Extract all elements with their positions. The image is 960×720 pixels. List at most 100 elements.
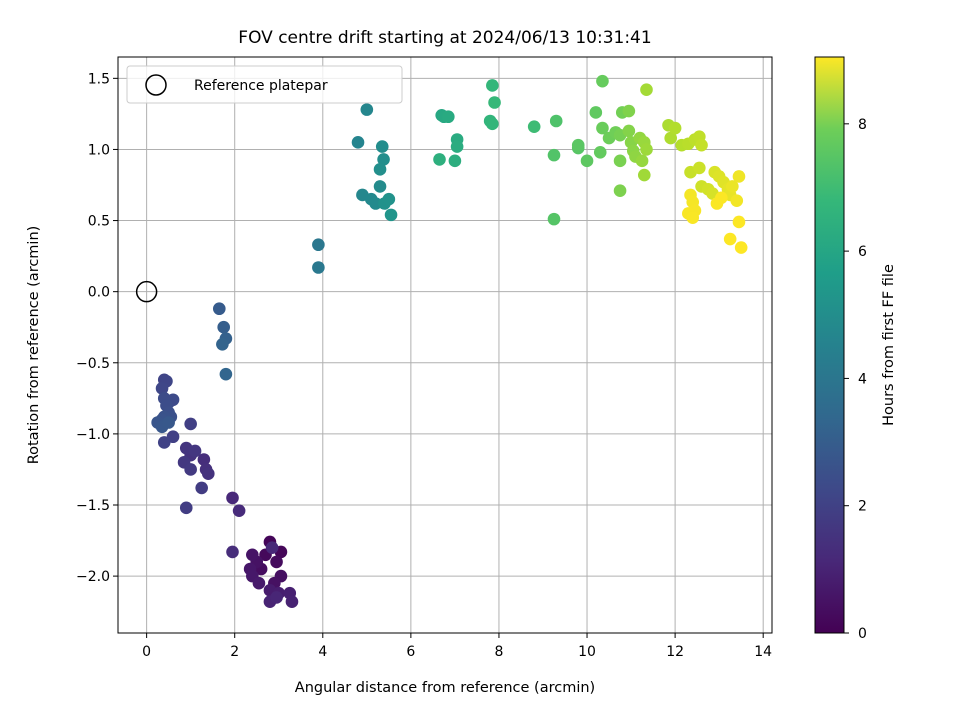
data-point <box>547 212 561 226</box>
x-axis-ticks: 0 2 4 6 8 10 12 14 <box>142 633 772 660</box>
data-points <box>151 74 748 609</box>
data-point <box>184 463 197 476</box>
y-tick-label: 1.5 <box>88 71 110 87</box>
data-point <box>270 555 283 569</box>
data-point <box>312 238 325 252</box>
data-point <box>226 545 239 559</box>
data-point <box>664 131 678 145</box>
data-point <box>486 79 499 92</box>
data-point <box>195 481 208 495</box>
data-point <box>695 138 708 152</box>
legend: Reference platepar <box>126 65 403 104</box>
data-point <box>369 197 382 210</box>
data-point <box>589 106 603 119</box>
data-point <box>212 302 226 316</box>
plot-frame <box>117 56 773 634</box>
y-axis-label: Rotation from reference (arcmin) <box>26 226 42 465</box>
data-point <box>527 120 541 133</box>
colorbar-tick-label: 8 <box>858 117 867 133</box>
data-point <box>217 320 230 334</box>
data-point <box>637 168 651 182</box>
grid-lines <box>118 57 772 633</box>
legend-entry: Reference platepar <box>194 78 328 94</box>
data-point <box>285 595 299 609</box>
data-point <box>486 117 499 131</box>
data-point <box>270 591 283 604</box>
data-point <box>442 110 455 124</box>
data-point <box>179 501 193 515</box>
x-tick-label: 14 <box>754 644 772 660</box>
data-point <box>360 103 374 116</box>
colorbar-label: Hours from first FF file <box>881 264 897 426</box>
data-point <box>216 337 229 351</box>
data-point <box>732 170 746 183</box>
x-tick-label: 8 <box>494 644 503 660</box>
data-point <box>312 261 325 274</box>
data-point <box>571 138 585 152</box>
data-point <box>197 453 211 466</box>
legend-box <box>126 65 403 104</box>
data-point <box>188 444 202 458</box>
data-point <box>377 153 390 166</box>
data-point <box>668 121 682 135</box>
data-point <box>252 576 266 590</box>
data-point <box>622 124 636 138</box>
y-tick-label: 1.0 <box>88 142 110 158</box>
colorbar-tick-label: 6 <box>858 244 867 260</box>
y-tick-label: 0.0 <box>88 285 110 301</box>
data-point <box>448 154 462 168</box>
data-point <box>549 114 563 128</box>
reference-marker <box>135 280 158 303</box>
y-axis-ticks: −2.0 −1.5 −1.0 −0.5 0.0 0.5 1.0 1.5 <box>76 71 118 585</box>
data-point <box>162 416 175 429</box>
data-point <box>488 96 501 109</box>
data-point <box>580 154 594 168</box>
data-point <box>596 121 609 135</box>
data-point <box>373 180 387 193</box>
data-point <box>219 367 233 381</box>
data-point <box>715 191 728 205</box>
data-point <box>157 436 171 449</box>
data-point <box>734 241 748 254</box>
x-tick-label: 10 <box>578 644 596 660</box>
x-tick-label: 4 <box>318 644 327 660</box>
x-tick-label: 12 <box>666 644 684 660</box>
data-point <box>155 382 169 395</box>
data-point <box>596 74 609 88</box>
colorbar-tick-label: 0 <box>858 626 867 642</box>
data-point <box>384 208 398 222</box>
data-point <box>375 140 389 153</box>
y-tick-label: −1.5 <box>76 498 110 514</box>
data-point <box>433 153 446 166</box>
data-point <box>450 140 464 153</box>
colorbar-ticks: 0 2 4 6 8 <box>844 117 867 642</box>
data-point <box>265 541 279 554</box>
data-point <box>693 161 706 175</box>
data-point <box>201 467 215 481</box>
x-tick-label: 6 <box>406 644 415 660</box>
legend-marker-icon <box>145 74 167 96</box>
y-tick-label: −2.0 <box>76 569 110 585</box>
data-point <box>640 83 653 97</box>
data-point <box>184 417 197 431</box>
data-point <box>622 104 636 118</box>
y-tick-label: −0.5 <box>76 356 110 372</box>
colorbar-tick-label: 4 <box>858 371 867 387</box>
data-point <box>732 215 746 229</box>
data-point <box>730 194 744 207</box>
data-point <box>373 163 387 176</box>
x-axis-label: Angular distance from reference (arcmin) <box>295 680 595 696</box>
data-point <box>547 148 561 162</box>
data-point <box>382 192 396 206</box>
colorbar-tick-label: 2 <box>858 499 867 515</box>
data-point <box>686 211 700 225</box>
data-point <box>613 184 627 197</box>
data-point <box>593 145 607 159</box>
y-tick-label: −1.0 <box>76 427 110 443</box>
data-point <box>226 491 239 505</box>
data-point <box>726 180 739 193</box>
data-point <box>232 504 246 517</box>
data-point <box>613 154 627 168</box>
data-point <box>723 232 737 246</box>
